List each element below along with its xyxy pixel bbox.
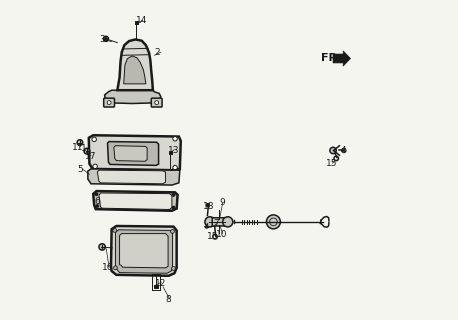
Circle shape <box>107 101 111 105</box>
FancyBboxPatch shape <box>104 98 114 107</box>
Text: 3: 3 <box>99 35 105 44</box>
Polygon shape <box>99 193 172 210</box>
Circle shape <box>92 137 96 142</box>
Text: 15: 15 <box>207 232 218 241</box>
Text: FR.: FR. <box>321 53 342 63</box>
Polygon shape <box>114 146 147 161</box>
Text: 17: 17 <box>85 152 96 161</box>
Polygon shape <box>115 230 173 273</box>
Text: 6: 6 <box>94 197 100 206</box>
Circle shape <box>267 215 280 229</box>
Circle shape <box>173 137 177 141</box>
Bar <box>135 21 138 24</box>
Text: 5: 5 <box>78 165 83 174</box>
Polygon shape <box>88 169 180 185</box>
Circle shape <box>155 101 158 105</box>
Polygon shape <box>111 226 177 276</box>
Circle shape <box>96 204 99 208</box>
Circle shape <box>95 193 98 196</box>
Circle shape <box>172 206 175 209</box>
Text: 1: 1 <box>81 144 87 153</box>
Circle shape <box>223 217 233 227</box>
Bar <box>154 285 158 288</box>
Text: 18: 18 <box>202 203 214 212</box>
Text: 2: 2 <box>155 48 160 57</box>
Bar <box>169 151 172 154</box>
Text: 16: 16 <box>102 263 114 272</box>
Circle shape <box>84 148 90 154</box>
Text: 10: 10 <box>216 230 228 239</box>
Polygon shape <box>333 51 350 66</box>
Polygon shape <box>108 142 158 165</box>
Circle shape <box>173 165 177 170</box>
Circle shape <box>213 235 217 239</box>
Circle shape <box>205 217 215 227</box>
Circle shape <box>206 204 209 207</box>
FancyBboxPatch shape <box>151 98 162 107</box>
Circle shape <box>270 218 277 226</box>
Text: 12: 12 <box>155 279 167 288</box>
Text: 11: 11 <box>71 143 83 152</box>
Circle shape <box>113 228 117 232</box>
Circle shape <box>104 36 109 41</box>
Text: 4: 4 <box>341 146 347 155</box>
Circle shape <box>334 156 338 161</box>
Circle shape <box>330 147 336 154</box>
Polygon shape <box>98 170 165 184</box>
Text: 13: 13 <box>168 146 179 155</box>
Circle shape <box>342 148 346 153</box>
Polygon shape <box>117 39 153 90</box>
Circle shape <box>77 140 83 145</box>
Polygon shape <box>93 191 178 211</box>
Text: 7: 7 <box>213 219 219 228</box>
Text: 9: 9 <box>220 198 225 207</box>
Circle shape <box>99 244 105 250</box>
Text: 14: 14 <box>136 16 147 25</box>
Polygon shape <box>89 135 181 170</box>
Polygon shape <box>120 234 168 268</box>
Circle shape <box>114 266 117 270</box>
Circle shape <box>171 229 174 233</box>
Circle shape <box>93 164 98 169</box>
FancyBboxPatch shape <box>212 218 226 226</box>
Polygon shape <box>104 90 161 104</box>
Text: 15: 15 <box>326 159 338 168</box>
Circle shape <box>172 193 175 196</box>
Polygon shape <box>124 56 146 84</box>
Circle shape <box>172 267 175 270</box>
Text: 8: 8 <box>166 295 172 304</box>
